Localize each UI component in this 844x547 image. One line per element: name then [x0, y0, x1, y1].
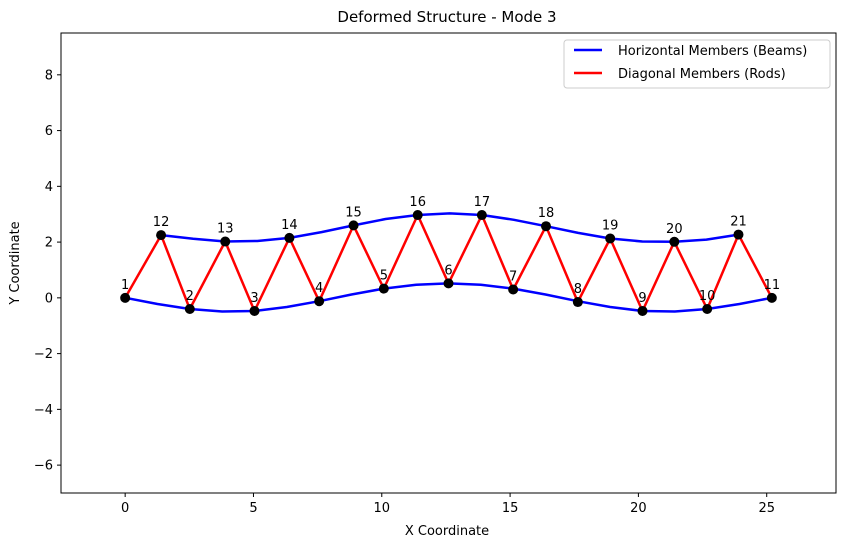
node-2	[184, 304, 195, 314]
node-label-12: 12	[153, 215, 170, 230]
x-tick-label-15: 15	[502, 501, 519, 516]
legend: Horizontal Members (Beams) Diagonal Memb…	[563, 39, 831, 89]
node-label-11: 11	[764, 278, 781, 293]
legend-label-rods: Diagonal Members (Rods)	[618, 67, 786, 82]
node-18	[541, 221, 552, 232]
node-label-19: 19	[602, 218, 619, 233]
node-label-5: 5	[380, 269, 388, 284]
y-axis-title: Y Coordinate	[8, 221, 23, 305]
y-tick-label--4: −4	[34, 403, 53, 418]
node-5	[378, 283, 389, 294]
y-tick-label--6: −6	[34, 459, 53, 474]
node-label-15: 15	[345, 205, 362, 220]
chart-title: Deformed Structure - Mode 3	[337, 8, 556, 26]
node-4	[314, 296, 325, 307]
node-label-13: 13	[217, 222, 234, 237]
node-label-21: 21	[730, 215, 747, 230]
node-label-1: 1	[121, 278, 129, 293]
x-tick-label-10: 10	[374, 501, 391, 516]
y-tick-label-4: 4	[45, 180, 53, 195]
node-7	[508, 284, 519, 295]
node-label-17: 17	[474, 195, 491, 210]
node-label-10: 10	[699, 289, 716, 304]
node-15	[348, 220, 359, 231]
node-label-2: 2	[186, 289, 194, 304]
x-tick-label-0: 0	[121, 501, 129, 516]
node-6	[443, 278, 454, 289]
y-tick-label-2: 2	[45, 236, 53, 251]
node-label-16: 16	[409, 195, 426, 210]
node-label-14: 14	[281, 218, 298, 233]
node-8	[572, 297, 583, 308]
node-label-6: 6	[444, 263, 452, 278]
x-axis-title: X Coordinate	[405, 524, 489, 539]
node-11	[766, 292, 777, 303]
legend-label-beams: Horizontal Members (Beams)	[618, 44, 807, 59]
node-label-18: 18	[538, 206, 555, 221]
node-10	[702, 304, 713, 314]
beam-curve-2	[160, 212, 739, 244]
node-9	[637, 305, 648, 316]
y-tick-label--2: −2	[34, 347, 53, 362]
node-14	[284, 232, 295, 243]
x-tick-label-5: 5	[249, 501, 257, 516]
x-tick-label-25: 25	[758, 501, 775, 516]
plot-frame	[60, 32, 837, 494]
node-19	[605, 233, 616, 244]
y-tick-label-6: 6	[45, 124, 53, 139]
y-tick-label-0: 0	[45, 291, 53, 306]
legend-box	[563, 39, 831, 89]
node-label-4: 4	[315, 281, 323, 296]
x-tick-label-20: 20	[630, 501, 647, 516]
node-20	[669, 236, 680, 247]
node-label-8: 8	[574, 282, 582, 297]
node-21	[733, 229, 744, 240]
node-17	[476, 210, 487, 221]
node-3	[249, 305, 260, 316]
node-12	[156, 230, 167, 241]
node-label-9: 9	[638, 291, 646, 306]
node-16	[412, 210, 423, 221]
node-13	[220, 236, 231, 247]
node-1	[120, 292, 131, 303]
y-tick-label-8: 8	[45, 68, 53, 83]
node-label-7: 7	[509, 269, 517, 284]
node-label-3: 3	[250, 291, 258, 306]
node-label-20: 20	[666, 222, 683, 237]
